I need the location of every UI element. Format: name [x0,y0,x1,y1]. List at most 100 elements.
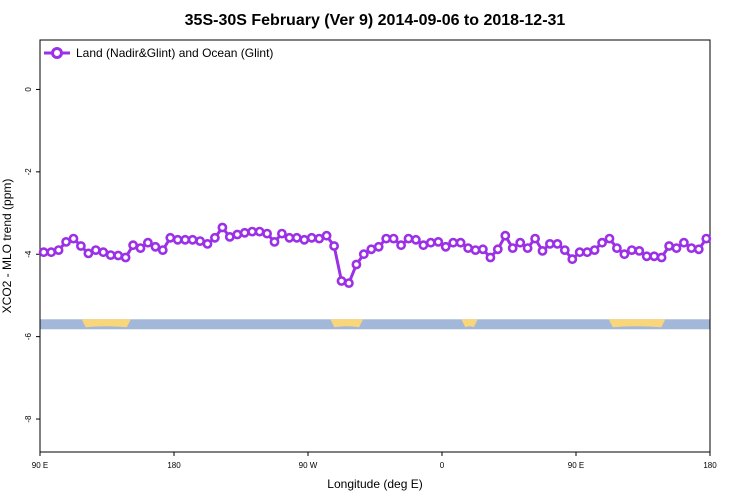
data-point [150,241,161,252]
y-axis-label: XCO2 - MLO trend (ppm) [0,179,14,314]
data-point [61,236,71,247]
data-point [656,252,667,263]
x-tick-label: 90 W [299,461,318,470]
data-point [269,236,280,247]
data-point [522,243,533,253]
data-point [477,244,488,255]
data-point [373,241,384,252]
data-point [262,228,272,239]
land-segment [608,319,666,328]
x-axis: 90 E 180 90 W 0 90 E 180 [32,452,717,470]
data-point [440,241,451,252]
data-point [649,251,660,262]
data-point [120,252,131,263]
data-point [507,243,518,253]
data-point [485,252,496,263]
data-point [224,231,235,242]
data-point [209,232,220,243]
land-segment [81,319,131,328]
data-point [53,245,64,255]
data-point [559,245,570,255]
data-point [329,241,339,251]
y-tick-label: -6 [24,333,33,341]
data-point [76,241,86,251]
data-point [388,233,399,244]
data-point [202,238,213,249]
data-point [276,228,287,239]
data-point [135,243,146,253]
data-point [239,227,250,238]
y-axis: 0 -2 -4 -6 -8 [24,87,40,423]
data-point [597,237,607,248]
data-point [291,232,302,243]
data-point [68,233,79,244]
x-tick-label: 90 E [32,461,48,470]
data-point [634,245,645,256]
data-point [463,243,473,253]
data-point [217,222,228,233]
data-point [299,234,310,245]
data-point [470,245,481,255]
data-point [90,245,101,255]
data-point [172,234,183,245]
legend: Land (Nadir&Glint) and Ocean (Glint) [44,46,273,60]
data-point [626,245,637,255]
data-point [321,230,332,241]
data-point [254,226,265,237]
data-point [574,247,585,258]
ocean-band [40,319,710,330]
data-point [455,237,466,248]
data-point [396,240,406,251]
data-point [604,233,615,244]
data-point [425,237,436,248]
x-tick-label: 0 [440,461,445,470]
data-point [545,238,555,249]
legend-marker [51,47,63,59]
land-segment [461,319,478,328]
x-tick-label: 180 [703,461,717,470]
data-point [105,250,116,260]
data-point [306,232,317,243]
data-point [492,244,503,255]
data-point [537,245,548,256]
data-point [142,237,153,248]
data-point [343,278,354,288]
legend-label: Land (Nadir&Glint) and Ocean (Glint) [76,46,273,60]
data-point [83,248,94,259]
data-point [530,233,540,244]
plot-frame [39,39,711,453]
data-point [113,250,124,261]
data-point [671,243,682,253]
x-tick-label: 90 E [568,461,584,470]
land-segment [330,319,364,328]
data-point [500,230,511,241]
data-point [403,233,414,244]
y-tick-label: -4 [24,250,33,258]
y-tick-label: 0 [24,87,33,92]
data-point [351,259,362,270]
data-point [515,237,526,248]
data-point [358,249,369,260]
x-axis-label: Longitude (deg E) [327,477,422,491]
data-point [232,229,243,240]
data-point [38,247,49,258]
x-tick-label: 180 [167,461,181,470]
data-point [552,238,563,249]
data-point [157,245,168,255]
data-point [567,254,578,265]
data-point [589,245,600,255]
data-point [693,244,704,255]
data-point [619,249,630,260]
data-point [701,233,712,244]
data-point [187,234,198,245]
y-tick-label: -2 [24,168,33,176]
data-point [433,236,444,247]
data-point [686,243,697,253]
surface-band [40,319,710,330]
data-point [612,243,622,253]
chart-title: 35S-30S February (Ver 9) 2014-09-06 to 2… [185,12,566,29]
data-point [410,234,421,245]
y-tick-label: -8 [24,415,33,423]
data-point [679,237,689,248]
